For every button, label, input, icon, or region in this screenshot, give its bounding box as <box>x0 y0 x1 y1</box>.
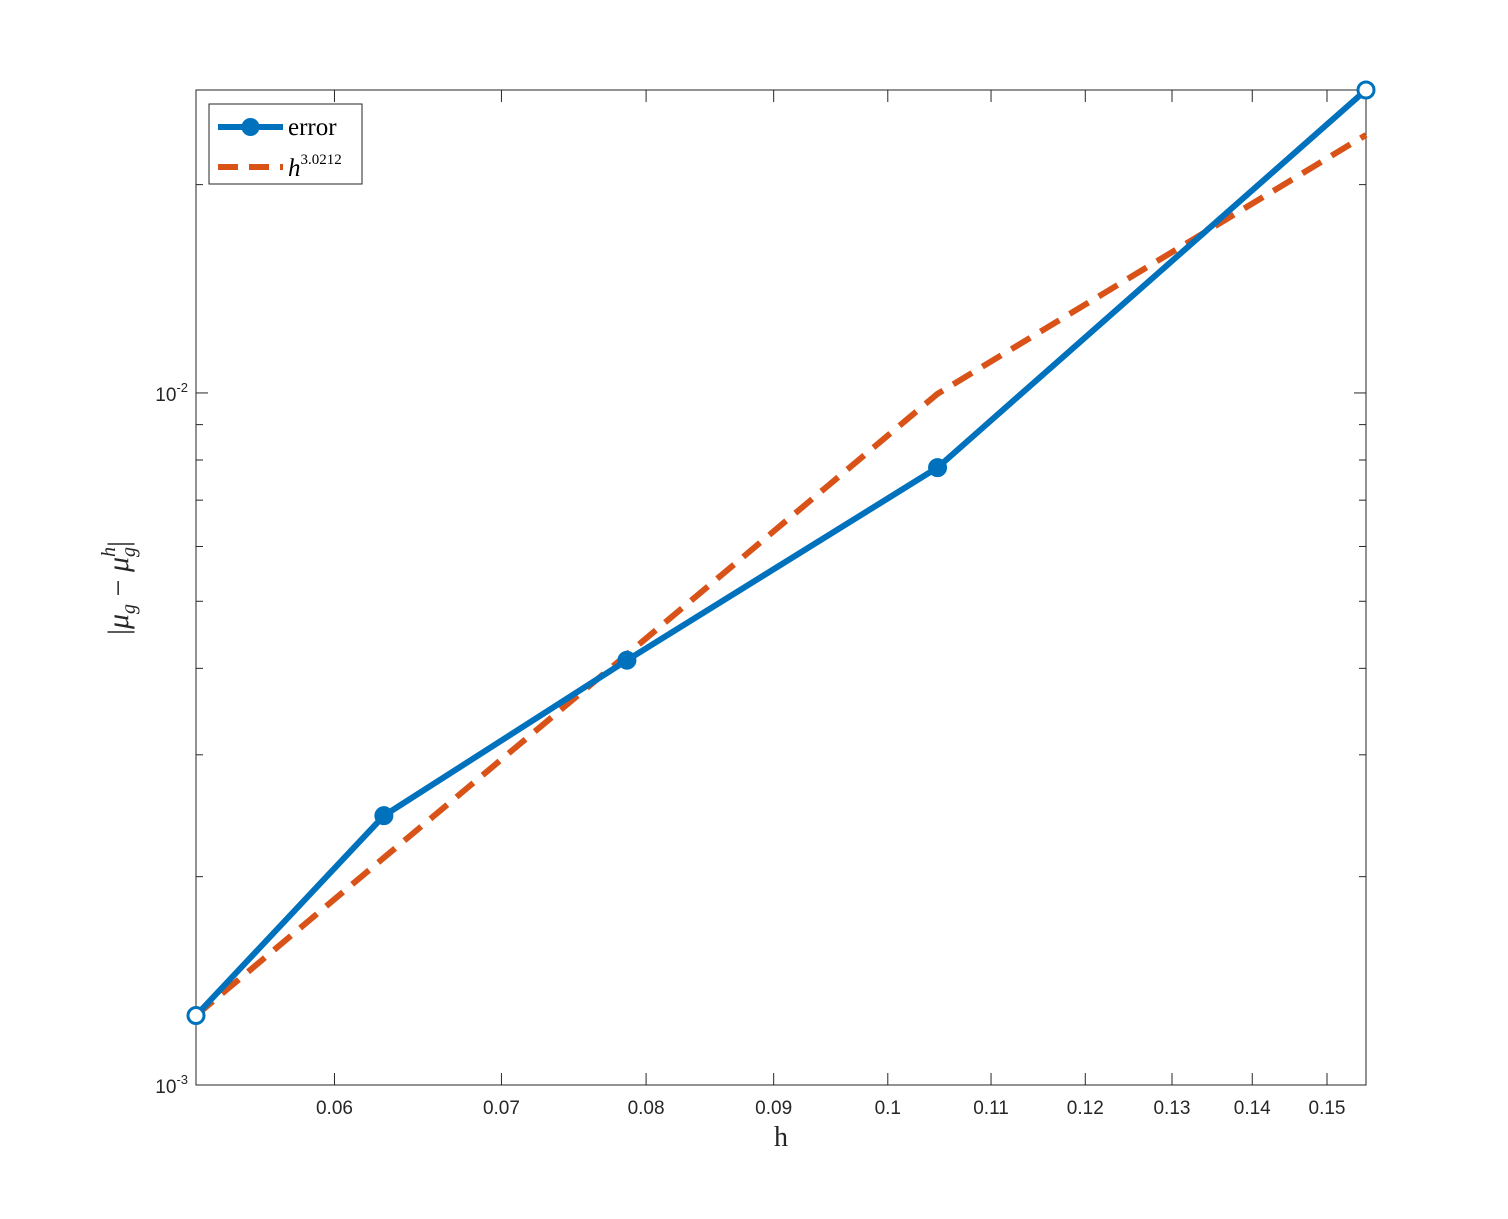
series-error-marker <box>617 650 637 670</box>
y-axis-ticks: 10-310-2 <box>155 184 1366 1098</box>
y-tick-label: 10-2 <box>155 380 188 406</box>
plot-area: 0.06 0.07 0.08 0.09 0.1 0.11 0.12 0.13 0.14 0.15 … <box>155 80 1376 1119</box>
x-tick-label: 0.15 <box>1309 1098 1346 1119</box>
x-tick-label: 0.08 <box>628 1098 665 1119</box>
legend-fit-base: h <box>288 155 301 182</box>
series-layer <box>186 80 1376 1026</box>
y-axis-label-bar-left: | <box>102 629 135 635</box>
y-axis-label-sub2: g <box>118 547 140 557</box>
y-axis-label-minus: − <box>102 572 135 604</box>
legend-error-marker <box>241 118 260 136</box>
legend-fit-label: h3.0212 <box>288 152 342 182</box>
y-axis-label-mu: μ <box>102 614 135 630</box>
series-error-marker <box>186 1006 206 1026</box>
legend: error h3.0212 <box>208 103 363 185</box>
series-error-marker <box>1356 80 1376 100</box>
legend-box <box>208 103 363 185</box>
x-axis-label: h <box>774 1122 788 1153</box>
y-axis-label: |μg − μgh| <box>98 541 140 635</box>
x-tick-label: 0.1 <box>875 1098 901 1119</box>
x-tick-label: 0.14 <box>1234 1098 1271 1119</box>
y-axis-label-text: |μg − μgh| <box>98 541 140 635</box>
legend-fit-exponent: 3.0212 <box>301 152 342 168</box>
x-tick-label: 0.13 <box>1153 1098 1190 1119</box>
x-tick-label: 0.07 <box>483 1098 520 1119</box>
series-error-marker <box>928 458 948 478</box>
y-axis-label-sub: g <box>118 604 140 614</box>
legend-error-label: error <box>288 114 337 141</box>
y-tick-label-base: 10 <box>155 385 176 406</box>
x-tick-label: 0.12 <box>1067 1098 1104 1119</box>
y-tick-label-base: 10 <box>155 1077 176 1098</box>
x-tick-label: 0.09 <box>755 1098 792 1119</box>
y-axis-label-mu2: μ <box>102 557 135 573</box>
y-tick-label-exponent: -2 <box>176 380 188 395</box>
y-axis-label-bar-right: | <box>102 541 135 547</box>
y-tick-label-exponent: -3 <box>176 1072 188 1087</box>
x-tick-label: 0.11 <box>973 1098 1009 1119</box>
y-tick-label: 10-3 <box>155 1072 188 1098</box>
x-axis-ticks: 0.06 0.07 0.08 0.09 0.1 0.11 0.12 0.13 0.14 0.15 <box>316 90 1346 1119</box>
y-axis-label-sup: h <box>98 547 120 557</box>
series-error-marker <box>374 806 394 826</box>
x-tick-label: 0.06 <box>316 1098 353 1119</box>
